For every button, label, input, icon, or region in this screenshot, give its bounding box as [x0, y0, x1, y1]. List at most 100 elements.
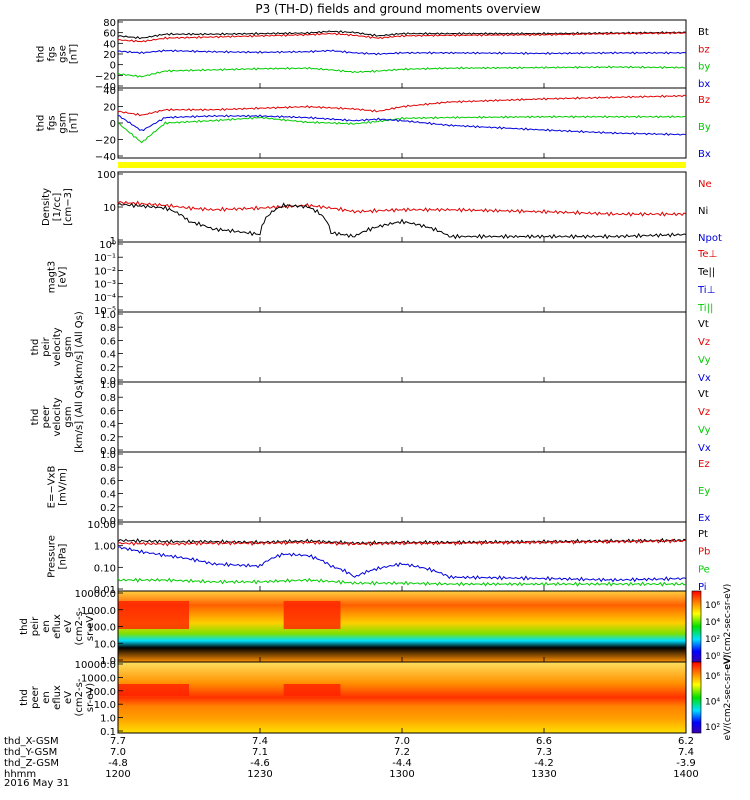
y-tick-label: 10000.0	[75, 660, 116, 671]
spectrogram-enhancement	[283, 601, 341, 629]
y-tick-label: 40	[103, 86, 116, 97]
spectrogram-peir-eflux	[118, 591, 686, 662]
y-tick-label: 0	[110, 119, 116, 130]
y-axis-label: [km/s] (All Qs)	[74, 311, 85, 383]
y-axis-label: [mV/m]	[58, 468, 69, 506]
panel-x-ticks	[117, 447, 687, 452]
legend-entry: Pt	[698, 529, 708, 540]
y-tick-label: 0.8	[100, 323, 116, 334]
series-pe-line	[117, 577, 687, 587]
series-pb-line	[117, 538, 687, 547]
y-tick-label: 1.00	[94, 542, 116, 553]
legend-entry: Vx	[698, 443, 711, 454]
y-axis-label: peer	[41, 405, 52, 429]
series-by-line	[117, 115, 687, 144]
legend-entry: Ni	[698, 206, 708, 217]
y-axis-label: (cm2-s-	[74, 678, 85, 716]
y-tick-label: 0.4	[100, 350, 116, 361]
y-axis-label: peir	[30, 616, 41, 636]
ephemeris-row-label: hhmm	[4, 769, 36, 780]
y-tick-label: 1.0	[100, 380, 116, 391]
y-axis-label: en	[41, 620, 52, 633]
ephemeris-value: 7.7	[110, 736, 126, 747]
y-tick-label: 0.8	[100, 463, 116, 474]
legend-entry: Ne	[698, 179, 712, 190]
colorbar-tick-label: 10⁶	[705, 672, 720, 682]
legend-entry: Pe	[698, 564, 710, 575]
series-ni-line	[117, 202, 687, 240]
y-tick-label: 60	[103, 29, 116, 40]
y-tick-label: 0.0	[100, 446, 116, 457]
y-tick-label: 20	[103, 50, 116, 61]
ephemeris-value: 7.4	[252, 736, 268, 747]
y-tick-label: 1	[110, 236, 116, 247]
colorbar	[691, 590, 702, 663]
y-axis-label: velocity	[52, 327, 63, 366]
legend-entry: Bt	[698, 27, 709, 38]
legend-entry: Pi	[698, 582, 707, 593]
colorbar-tick-label: 10⁴	[705, 618, 720, 628]
legend-entry: Bx	[698, 149, 711, 160]
legend-entry: Vt	[698, 389, 709, 400]
colorbar-label: eV/(cm2-sec-sr-eV)	[723, 655, 733, 741]
y-axis-label: gsm	[63, 336, 74, 357]
spectrogram-enhancement	[118, 601, 189, 629]
y-tick-label: 10000.0	[75, 589, 116, 600]
y-tick-label: 0.01	[94, 585, 116, 596]
series-bt-line	[117, 30, 687, 40]
legend-entry: Vz	[698, 337, 710, 348]
series-bz-line	[117, 94, 687, 117]
y-axis-label: fgs	[47, 46, 58, 61]
y-tick-label: 10.00	[87, 520, 116, 531]
y-axis-label: Density	[41, 188, 52, 226]
ephemeris-value: 7.0	[394, 736, 410, 747]
y-tick-label: 0.6	[100, 476, 116, 487]
y-tick-label: 0	[110, 61, 116, 72]
ephemeris-value: 7.2	[394, 747, 410, 758]
y-axis-label: thd	[30, 339, 41, 356]
legend-entry: Vz	[698, 407, 710, 418]
legend-entry: Ey	[698, 486, 710, 497]
y-tick-label: 0.8	[100, 393, 116, 404]
y-tick-label: 0.0	[100, 376, 116, 387]
y-tick-label: 10.0	[94, 639, 116, 650]
series-pi-line	[117, 546, 687, 583]
panel-frame	[117, 171, 687, 243]
ephemeris-value: 6.2	[678, 736, 694, 747]
y-axis-label: [cm−3]	[63, 188, 74, 226]
y-tick-label: 0.4	[100, 420, 116, 431]
y-tick-label: 1000.0	[81, 606, 116, 617]
colorbar-tick-label: 10²	[705, 635, 720, 645]
legend-entry: By	[698, 122, 711, 133]
ephemeris-value: -3.9	[676, 758, 696, 769]
colorbar-tick-label: 10⁴	[705, 698, 720, 708]
legend-entry: Ti||	[697, 303, 713, 314]
panel-x-ticks	[117, 728, 687, 733]
panel-x-ticks	[117, 517, 687, 522]
y-tick-label: 1.0	[100, 310, 116, 321]
y-tick-label: 10⁻³	[94, 280, 116, 291]
y-axis-label: thd	[19, 618, 30, 635]
colorbar-peer-eflux: 10⁶ 10⁴ 10² eV/(cm2-sec-sr-eV)	[691, 655, 733, 741]
y-tick-label: 1.0	[100, 656, 116, 667]
legend-entry: Ti⊥	[697, 285, 715, 296]
legend-entry: Pb	[698, 547, 710, 558]
y-tick-label: 0.0	[100, 516, 116, 527]
ephemeris-value: 1230	[247, 769, 272, 780]
date-label: 2016 May 31	[4, 778, 69, 789]
legend-entry: Vx	[698, 373, 711, 384]
y-tick-label: −20	[95, 71, 116, 82]
y-axis-label: eV	[63, 620, 74, 633]
y-tick-label: 0.6	[100, 336, 116, 347]
y-axis-label: eflux	[52, 614, 63, 639]
panel-peir-velocity: 1.0 0.8 0.6 0.4 0.2 0.0 thd peir velocity gsm [km/…	[30, 310, 711, 387]
legend-entry: bx	[698, 79, 710, 90]
y-axis-label: peir	[41, 336, 52, 356]
y-tick-label: 20	[103, 103, 116, 114]
panel-frame	[117, 87, 687, 159]
figure-title: P3 (TH-D) fields and ground moments over…	[255, 2, 540, 16]
legend-entry: Vy	[698, 355, 711, 366]
y-tick-label: 10⁰	[99, 240, 116, 251]
